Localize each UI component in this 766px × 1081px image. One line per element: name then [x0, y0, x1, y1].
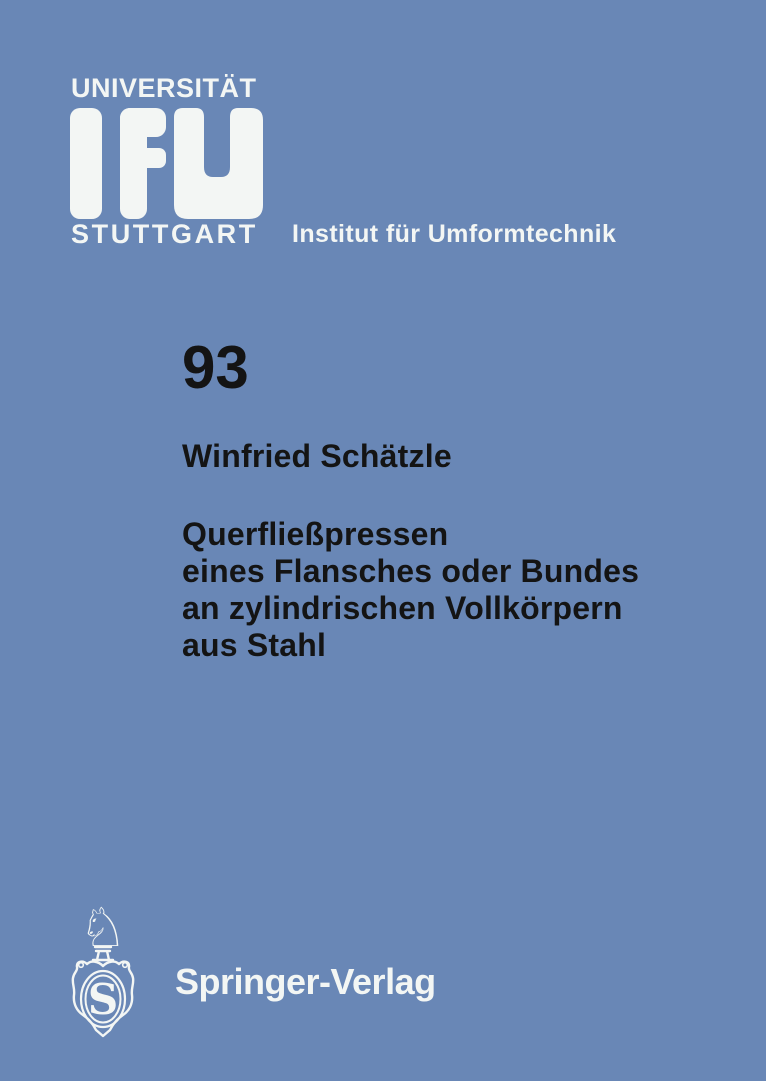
- shield-curl: [77, 961, 85, 969]
- city-label: STUTTGART: [71, 219, 258, 249]
- title-line: aus Stahl: [182, 627, 327, 663]
- title-line: an zylindrischen Vollkörpern: [182, 590, 623, 626]
- institute-label: Institut für Umformtechnik: [292, 220, 617, 248]
- monogram-s: S: [88, 975, 118, 1024]
- shield-outline: [71, 960, 135, 1038]
- ifu-letter-u: [174, 108, 263, 219]
- series-number: 93: [182, 334, 249, 401]
- knight-icon: ♘: [79, 900, 127, 959]
- ifu-letter-f: [120, 108, 166, 219]
- title-line: eines Flansches oder Bundes: [182, 553, 640, 589]
- ifu-logo-text: IFU: [0, 0, 1, 1]
- shield-curl: [121, 961, 129, 969]
- book-title: Querfließpressen eines Flansches oder Bu…: [182, 516, 639, 664]
- publisher-name: Springer-Verlag: [175, 961, 436, 1002]
- author-name: Winfried Schätzle: [182, 438, 452, 474]
- ifu-logo: [70, 108, 263, 219]
- title-line: Querfließpressen: [182, 516, 449, 552]
- oval-ring-inner: [84, 974, 122, 1024]
- university-label: UNIVERSITÄT: [71, 73, 257, 103]
- oval-ring: [79, 969, 127, 1029]
- springer-knight-emblem-icon: ♘ S: [71, 900, 135, 1038]
- pedestal: [91, 945, 115, 962]
- ifu-letter-i: [70, 108, 102, 219]
